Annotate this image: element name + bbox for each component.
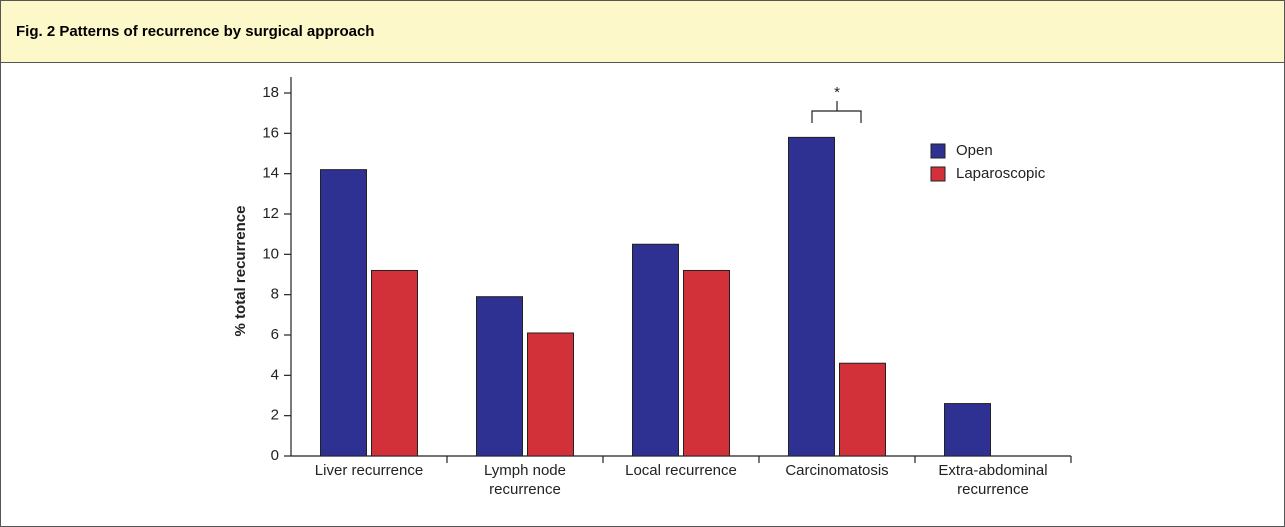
y-tick-label: 10 <box>262 245 279 262</box>
legend-swatch <box>930 166 946 182</box>
legend-swatch <box>930 143 946 159</box>
bar <box>632 243 679 457</box>
bar <box>788 136 835 457</box>
figure-header: Fig. 2 Patterns of recurrence by surgica… <box>1 1 1284 63</box>
annotation: * <box>834 84 840 101</box>
y-tick-label: 18 <box>262 84 279 101</box>
bar <box>320 169 367 457</box>
bar <box>683 269 730 457</box>
x-tick-label: Extra-abdominal recurrence <box>938 462 1048 498</box>
y-axis-label: % total recurrence <box>232 206 249 337</box>
legend-label: Open <box>956 142 993 159</box>
bar <box>944 403 991 457</box>
y-tick-label: 4 <box>271 366 279 383</box>
x-tick-label: Liver recurrence <box>314 462 424 479</box>
bar <box>839 362 886 457</box>
y-tick-label: 8 <box>271 286 279 303</box>
y-tick-label: 14 <box>262 165 279 182</box>
bar <box>371 269 418 457</box>
bar <box>476 296 523 457</box>
x-tick-label: Lymph node recurrence <box>483 462 566 498</box>
y-tick-label: 0 <box>271 447 279 464</box>
y-tick-label: 12 <box>262 205 279 222</box>
x-tick-label: Local recurrence <box>625 462 737 479</box>
chart-title: Fig. 2 Patterns of recurrence by surgica… <box>16 23 375 40</box>
legend-label: Laparoscopic <box>956 165 1046 182</box>
bar <box>527 332 574 457</box>
x-tick-label: Carcinomatosis <box>785 462 889 479</box>
y-tick-label: 16 <box>262 124 279 141</box>
y-tick-label: 6 <box>271 326 279 343</box>
y-tick-label: 2 <box>271 407 279 424</box>
significance-bracket <box>811 101 862 123</box>
